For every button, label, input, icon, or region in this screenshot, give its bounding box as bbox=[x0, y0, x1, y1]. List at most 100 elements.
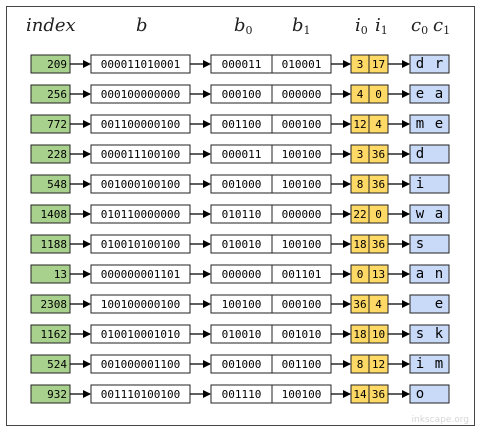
header-index: index bbox=[26, 15, 76, 36]
i1-value: 36 bbox=[372, 178, 385, 191]
c1-char: e bbox=[435, 296, 443, 312]
i1-value: 36 bbox=[372, 238, 385, 251]
c0-char: a bbox=[416, 266, 424, 282]
header-c1: c1 bbox=[433, 15, 451, 37]
b-value: 000011100100 bbox=[101, 148, 180, 161]
i0-value: 36 bbox=[353, 298, 366, 311]
b-value: 001100000100 bbox=[101, 118, 180, 131]
header-c0: c0 bbox=[411, 15, 429, 37]
b1-value: 100100 bbox=[282, 178, 322, 191]
table-row: 1162 010010001010 010010 001010 18 10 s k bbox=[30, 324, 450, 344]
i0-value: 8 bbox=[357, 358, 364, 371]
b0-value: 001100 bbox=[222, 118, 262, 131]
b-value: 001000100100 bbox=[101, 178, 180, 191]
index-value: 1188 bbox=[41, 238, 68, 251]
index-value: 524 bbox=[47, 358, 67, 371]
index-value: 2308 bbox=[41, 298, 68, 311]
c-box bbox=[409, 144, 450, 164]
b1-value: 100100 bbox=[282, 238, 322, 251]
c-box bbox=[409, 174, 450, 194]
header-b: b bbox=[136, 15, 148, 36]
c0-char: e bbox=[416, 86, 424, 102]
c-box bbox=[409, 324, 450, 344]
b0-value: 000000 bbox=[222, 268, 262, 281]
c-box bbox=[409, 354, 450, 374]
b-value: 001110100100 bbox=[101, 388, 180, 401]
table-row: 932 001110100100 001110 100100 14 36 o bbox=[30, 384, 450, 404]
i1-value: 12 bbox=[372, 358, 385, 371]
b0-value: 000011 bbox=[222, 148, 262, 161]
index-value: 13 bbox=[54, 268, 67, 281]
i1-value: 0 bbox=[375, 208, 382, 221]
i1-value: 0 bbox=[375, 88, 382, 101]
b0-value: 001000 bbox=[222, 178, 262, 191]
i0-value: 3 bbox=[357, 58, 364, 71]
b-value: 100100000100 bbox=[101, 298, 180, 311]
c-box bbox=[409, 54, 450, 74]
c-box bbox=[409, 84, 450, 104]
b1-value: 100100 bbox=[282, 148, 322, 161]
index-value: 932 bbox=[47, 388, 67, 401]
c1-char: r bbox=[435, 56, 443, 72]
c0-char: w bbox=[416, 206, 425, 222]
i0-value: 8 bbox=[357, 178, 364, 191]
c0-char: s bbox=[416, 236, 424, 252]
table-row: 1408 010110000000 010110 000000 22 0 w a bbox=[30, 204, 450, 224]
c1-char: a bbox=[435, 206, 443, 222]
b0-value: 000100 bbox=[222, 88, 262, 101]
b1-value: 001101 bbox=[282, 268, 322, 281]
table-row: 228 000011100100 000011 100100 3 36 d bbox=[30, 144, 450, 164]
c0-char: m bbox=[416, 116, 424, 132]
index-value: 1408 bbox=[41, 208, 68, 221]
i0-value: 4 bbox=[357, 88, 364, 101]
b-value: 010010100100 bbox=[101, 238, 180, 251]
table-row: 1188 010010100100 010010 100100 18 36 s bbox=[30, 234, 450, 254]
c0-char: d bbox=[416, 56, 424, 72]
table-row: 2308 100100000100 100100 000100 36 4 e bbox=[30, 294, 450, 314]
c-box bbox=[409, 384, 450, 404]
c0-char: o bbox=[416, 386, 424, 402]
index-value: 548 bbox=[47, 178, 67, 191]
table-row: 13 000000001101 000000 001101 0 13 a n bbox=[30, 264, 450, 284]
index-value: 256 bbox=[47, 88, 67, 101]
b-value: 010110000000 bbox=[101, 208, 180, 221]
i0-value: 12 bbox=[353, 118, 366, 131]
c1-char: e bbox=[435, 116, 443, 132]
b0-value: 010010 bbox=[222, 328, 262, 341]
b0-value: 001000 bbox=[222, 358, 262, 371]
index-value: 1162 bbox=[41, 328, 68, 341]
b0-value: 100100 bbox=[222, 298, 262, 311]
table-row: 524 001000001100 001000 001100 8 12 i m bbox=[30, 354, 450, 374]
c0-char: i bbox=[416, 176, 424, 192]
index-value: 228 bbox=[47, 148, 67, 161]
c0-char: d bbox=[416, 146, 424, 162]
header-i1: i1 bbox=[375, 15, 388, 37]
table-row: 256 000100000000 000100 000000 4 0 e a bbox=[30, 84, 450, 104]
b1-value: 001100 bbox=[282, 358, 322, 371]
b-value: 010010001010 bbox=[101, 328, 180, 341]
c-box bbox=[409, 264, 450, 284]
i0-value: 18 bbox=[353, 238, 366, 251]
i0-value: 14 bbox=[353, 388, 367, 401]
b1-value: 000000 bbox=[282, 88, 322, 101]
c-box bbox=[409, 114, 450, 134]
table-row: 548 001000100100 001000 100100 8 36 i bbox=[30, 174, 450, 194]
b-value: 000100000000 bbox=[101, 88, 180, 101]
i1-value: 4 bbox=[375, 298, 382, 311]
index-value: 772 bbox=[47, 118, 67, 131]
index-value: 209 bbox=[47, 58, 67, 71]
b0-value: 010010 bbox=[222, 238, 262, 251]
header-b0: b0 bbox=[234, 15, 253, 37]
c1-char: n bbox=[435, 266, 443, 282]
c1-char: k bbox=[435, 326, 444, 342]
header-b1: b1 bbox=[292, 15, 311, 37]
i1-value: 10 bbox=[372, 328, 385, 341]
b1-value: 000000 bbox=[282, 208, 322, 221]
c-box bbox=[409, 204, 450, 224]
c-box bbox=[409, 294, 450, 314]
c-box bbox=[409, 234, 450, 254]
b1-value: 010001 bbox=[282, 58, 322, 71]
c1-char: a bbox=[435, 86, 443, 102]
b1-value: 000100 bbox=[282, 298, 322, 311]
